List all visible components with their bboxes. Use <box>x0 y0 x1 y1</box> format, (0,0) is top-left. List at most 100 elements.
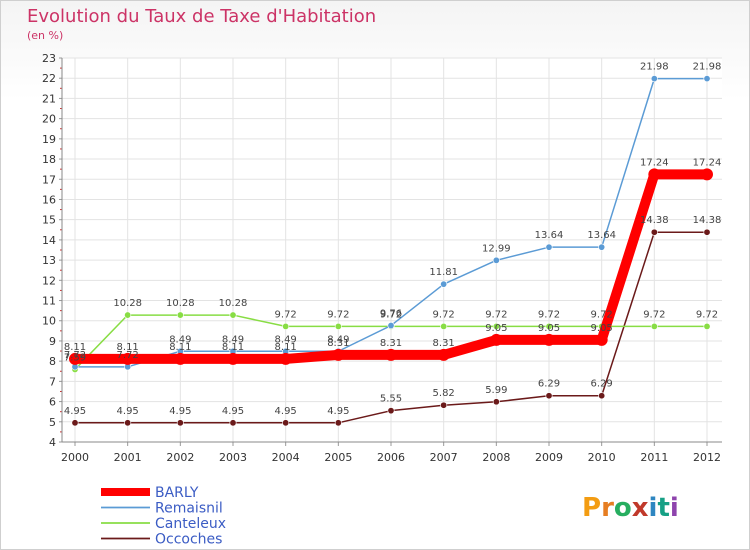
data-label-canteleux: 9.72 <box>538 309 560 320</box>
data-point-remaisnil <box>492 256 500 264</box>
data-label-canteleux: 9.72 <box>433 309 455 320</box>
data-label-barly: 8.31 <box>380 338 402 349</box>
proxiti-logo: Proxiti <box>582 493 679 523</box>
data-point-occoches <box>440 401 448 409</box>
data-point-canteleux <box>282 322 290 330</box>
legend-label-remaisnil: Remaisnil <box>155 501 223 517</box>
legend-label-occoches: Occoches <box>155 532 222 548</box>
x-tick-label: 2010 <box>588 451 616 464</box>
x-tick-label: 2012 <box>693 451 721 464</box>
data-label-canteleux: 9.72 <box>591 309 613 320</box>
data-label-occoches: 5.55 <box>380 394 402 405</box>
data-label-canteleux: 9.72 <box>696 309 718 320</box>
data-point-remaisnil <box>598 243 606 251</box>
chart-title: Evolution du Taux de Taxe d'Habitation <box>27 6 377 27</box>
data-point-canteleux <box>229 311 237 319</box>
data-label-barly: 9.05 <box>485 323 507 334</box>
data-point-occoches <box>71 419 79 427</box>
data-label-remaisnil: 8.49 <box>222 334 244 345</box>
data-point-canteleux <box>492 322 500 330</box>
y-tick-label: 14 <box>42 234 56 247</box>
data-point-barly <box>648 168 661 181</box>
data-label-barly: 8.11 <box>222 342 244 353</box>
data-label-remaisnil: 8.49 <box>275 334 297 345</box>
data-point-canteleux <box>703 322 711 330</box>
data-label-remaisnil: 7.72 <box>117 350 139 361</box>
y-tick-label: 12 <box>42 274 56 287</box>
data-label-barly: 9.05 <box>591 323 613 334</box>
data-point-barly <box>595 333 608 346</box>
data-point-canteleux <box>440 322 448 330</box>
y-tick-label: 4 <box>49 436 56 449</box>
data-point-occoches <box>176 419 184 427</box>
data-label-barly: 8.31 <box>327 338 349 349</box>
legend-label-barly: BARLY <box>155 485 199 501</box>
data-label-barly: 17.24 <box>693 157 722 168</box>
data-label-occoches: 5.99 <box>485 385 507 396</box>
data-label-remaisnil: 13.64 <box>587 230 616 241</box>
x-tick-label: 2001 <box>114 451 142 464</box>
data-label-canteleux: 7.59 <box>64 352 86 363</box>
data-point-remaisnil <box>387 322 395 330</box>
data-point-occoches <box>598 392 606 400</box>
data-point-occoches <box>703 228 711 236</box>
y-tick-label: 10 <box>42 315 56 328</box>
y-tick-label: 11 <box>42 295 56 308</box>
x-tick-label: 2011 <box>640 451 668 464</box>
data-point-occoches <box>650 228 658 236</box>
data-point-barly <box>385 348 397 361</box>
data-label-canteleux: 10.28 <box>166 298 195 309</box>
x-tick-label: 2008 <box>482 451 510 464</box>
data-label-remaisnil: 7.72 <box>64 350 86 361</box>
x-tick-label: 2009 <box>535 451 563 464</box>
data-label-remaisnil: 21.98 <box>640 62 669 73</box>
data-label-canteleux: 10.28 <box>219 298 248 309</box>
data-label-barly: 8.11 <box>64 342 86 353</box>
data-label-remaisnil: 21.98 <box>693 62 722 73</box>
data-label-canteleux: 9.72 <box>327 309 349 320</box>
data-label-barly: 17.24 <box>640 157 669 168</box>
data-point-barly <box>332 348 345 361</box>
data-point-occoches <box>282 419 290 427</box>
y-tick-label: 20 <box>42 113 56 126</box>
y-tick-label: 23 <box>42 52 56 65</box>
chart-subtitle: (en %) <box>27 29 64 42</box>
chart-grid <box>62 57 722 443</box>
data-label-occoches: 4.95 <box>117 406 139 417</box>
data-point-occoches <box>124 419 132 427</box>
data-point-barly <box>279 352 292 365</box>
data-label-canteleux: 9.72 <box>643 309 665 320</box>
data-point-barly <box>701 168 713 181</box>
x-tick-label: 2002 <box>166 451 194 464</box>
data-point-canteleux <box>650 322 658 330</box>
x-tick-label: 2007 <box>430 451 458 464</box>
data-point-occoches <box>334 419 342 427</box>
x-tick-label: 2003 <box>219 451 247 464</box>
y-tick-label: 7 <box>49 375 56 388</box>
data-point-barly <box>490 333 503 346</box>
data-point-barly <box>227 352 239 365</box>
plot-area <box>62 58 722 442</box>
y-tick-label: 5 <box>49 416 56 429</box>
data-point-canteleux <box>124 311 132 319</box>
data-label-remaisnil: 11.81 <box>429 267 458 278</box>
data-label-barly: 8.11 <box>275 342 297 353</box>
data-point-canteleux <box>545 322 553 330</box>
data-point-barly <box>69 352 81 365</box>
x-tick-label: 2004 <box>272 451 300 464</box>
data-point-occoches <box>492 398 500 406</box>
data-label-occoches: 4.95 <box>327 406 349 417</box>
x-tick-label: 2006 <box>377 451 405 464</box>
data-point-canteleux <box>176 311 184 319</box>
chart-series <box>69 75 713 427</box>
data-label-occoches: 4.95 <box>222 406 244 417</box>
y-tick-label: 18 <box>42 153 56 166</box>
data-label-remaisnil: 13.64 <box>535 230 564 241</box>
data-label-occoches: 4.95 <box>275 406 297 417</box>
chart-data-labels: 4.95 4.95 4.95 4.95 4.95 4.95 5.55 5.82 5.99 6.29… <box>64 62 721 417</box>
y-tick-label: 16 <box>42 193 56 206</box>
y-tick-label: 9 <box>49 335 56 348</box>
x-tick-label: 2000 <box>61 451 89 464</box>
y-tick-label: 17 <box>42 173 56 186</box>
